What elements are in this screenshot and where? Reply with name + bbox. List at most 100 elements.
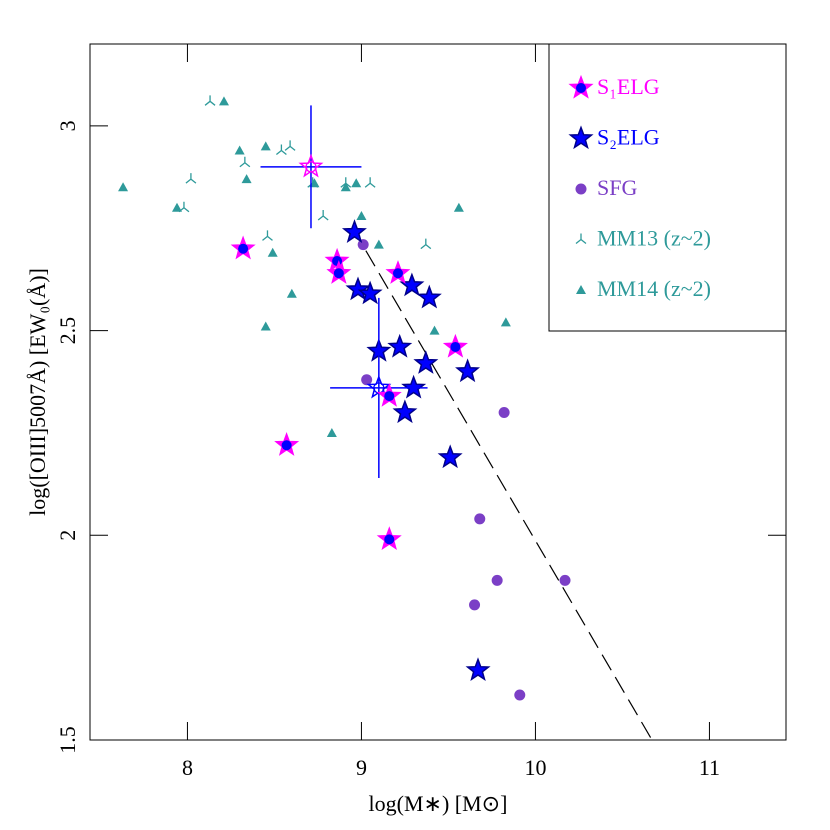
marker [376, 526, 402, 551]
marker [491, 574, 503, 586]
marker [576, 285, 586, 294]
marker [267, 247, 278, 257]
star-dot [392, 268, 403, 279]
dot [491, 574, 503, 586]
triangle [340, 182, 351, 192]
dot [514, 689, 526, 701]
marker [373, 239, 384, 249]
marker [185, 173, 197, 184]
star [345, 276, 371, 301]
marker [437, 444, 463, 469]
marker [420, 238, 432, 250]
star-ring [305, 161, 317, 173]
triangle [429, 325, 440, 335]
triangle [267, 247, 278, 257]
x-tick-label: 11 [699, 755, 720, 780]
legend-label: S₂ELG [597, 125, 660, 150]
marker [178, 201, 190, 213]
star-dot [333, 268, 344, 279]
marker [392, 399, 418, 424]
dot [361, 374, 373, 386]
marker [387, 333, 413, 358]
legend-label: MM14 (z~2) [597, 276, 711, 301]
marker [453, 202, 464, 212]
star [392, 399, 418, 424]
legend-label: MM13 (z~2) [597, 226, 711, 251]
x-axis-label: log(M∗) [M⊙] [369, 791, 508, 816]
marker [474, 513, 486, 525]
star-dot [384, 391, 395, 402]
star [387, 333, 413, 358]
star [357, 280, 383, 305]
tripod [340, 177, 352, 188]
tripod [262, 230, 273, 241]
marker [559, 574, 571, 586]
marker [309, 178, 320, 188]
triangle [218, 96, 229, 106]
plot-frame [89, 43, 787, 741]
star-dot [332, 255, 343, 266]
marker [575, 233, 587, 245]
tripod [317, 209, 329, 221]
tripod [420, 238, 432, 250]
marker [469, 599, 481, 611]
marker [514, 689, 526, 701]
marker [118, 182, 129, 192]
marker [239, 156, 251, 168]
marker [172, 202, 182, 212]
star [413, 350, 439, 374]
star [399, 272, 425, 297]
x-tick-label: 9 [356, 755, 367, 780]
star [401, 374, 427, 399]
triangle [241, 174, 252, 184]
triangle [326, 427, 337, 437]
marker [260, 141, 271, 151]
star [455, 358, 481, 383]
marker [241, 174, 252, 184]
star [465, 657, 491, 682]
marker [274, 432, 300, 456]
triangle [351, 178, 362, 188]
marker [275, 144, 287, 155]
legend-label: SFG [597, 175, 637, 200]
tripod [239, 156, 251, 168]
triangle [172, 202, 182, 212]
star-dot [384, 534, 395, 545]
tripod [284, 140, 296, 151]
marker [234, 145, 245, 155]
marker [351, 178, 362, 188]
triangle [309, 178, 320, 188]
triangle [453, 202, 464, 212]
dot [474, 513, 486, 525]
star [416, 284, 442, 309]
star-dot [238, 243, 249, 254]
marker [429, 325, 440, 335]
marker [385, 260, 411, 284]
marker [340, 182, 351, 192]
marker [568, 74, 594, 99]
marker [399, 272, 425, 297]
marker [307, 177, 319, 188]
x-tick-label: 8 [182, 755, 193, 780]
marker [262, 230, 273, 241]
tripod [307, 177, 319, 188]
legend-label: S₁ELG [597, 74, 660, 99]
star-dot [450, 341, 461, 352]
marker [356, 210, 367, 220]
marker [442, 333, 468, 358]
marker [500, 317, 511, 327]
marker [401, 374, 427, 399]
y-axis-label: log([OIII]5007Å) [EW₀(Å)] [25, 268, 50, 516]
star-dot [576, 83, 586, 93]
marker [455, 358, 481, 383]
marker [465, 657, 491, 682]
star-dot [281, 440, 292, 451]
tripod [178, 201, 190, 213]
marker [376, 382, 402, 407]
triangle [260, 321, 271, 331]
triangle [356, 210, 367, 220]
tripod [575, 233, 587, 245]
tripod [204, 95, 216, 106]
triangle [286, 288, 297, 298]
